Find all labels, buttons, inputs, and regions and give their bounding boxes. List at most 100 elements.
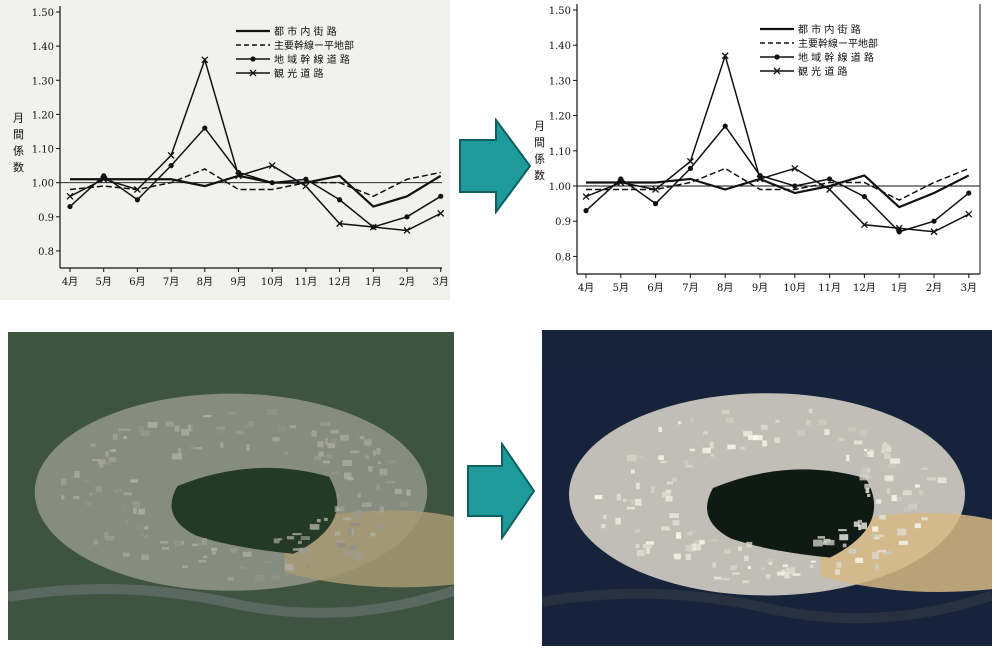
data-point-x <box>895 224 903 232</box>
data-point-x <box>860 221 868 229</box>
data-point-x <box>167 151 175 159</box>
data-point-dot <box>896 229 902 235</box>
building-block <box>74 471 80 478</box>
building-block <box>238 566 246 570</box>
building-block <box>361 502 372 508</box>
x-tick-label: 6月 <box>647 282 663 294</box>
building-block <box>689 448 696 452</box>
building-block <box>123 552 130 557</box>
building-block <box>626 454 637 462</box>
building-block <box>284 559 288 565</box>
y-tick-label: 1.50 <box>32 8 54 19</box>
data-point-dot <box>687 165 693 171</box>
x-tick-label: 9月 <box>752 282 768 294</box>
building-block <box>105 535 115 541</box>
building-block <box>806 419 811 425</box>
building-block <box>622 498 627 502</box>
data-point-x <box>133 186 141 193</box>
building-block <box>848 548 857 554</box>
building-block <box>381 503 390 507</box>
building-block <box>161 547 169 550</box>
building-block <box>318 451 324 457</box>
building-block <box>337 543 347 548</box>
building-block <box>766 558 774 563</box>
building-block <box>171 453 182 460</box>
building-block <box>813 539 823 547</box>
building-block <box>177 448 182 454</box>
building-block <box>689 530 697 534</box>
building-block <box>658 426 662 432</box>
building-block <box>818 419 827 425</box>
building-block <box>340 434 349 441</box>
building-block <box>742 580 749 584</box>
building-block <box>636 549 645 557</box>
building-block <box>776 571 785 576</box>
building-block <box>861 522 867 530</box>
data-point-dot <box>303 176 309 182</box>
building-block <box>875 563 879 570</box>
data-point-dot <box>861 193 867 200</box>
building-block <box>394 488 402 495</box>
y-tick-label: 1.10 <box>32 145 54 156</box>
building-block <box>192 446 203 450</box>
building-block <box>635 498 642 506</box>
building-block <box>876 499 882 504</box>
building-block <box>797 430 806 437</box>
x-tick-label: 8月 <box>197 276 213 288</box>
building-block <box>93 539 99 545</box>
series-line-2 <box>69 168 441 198</box>
building-block <box>104 531 109 539</box>
building-block <box>785 567 796 575</box>
building-block <box>724 548 731 554</box>
building-block <box>118 427 122 432</box>
data-point-dot <box>722 123 728 129</box>
data-point-x <box>686 157 694 165</box>
building-block <box>322 460 330 464</box>
building-block <box>218 429 226 435</box>
building-block <box>211 551 217 555</box>
building-block <box>299 547 309 555</box>
data-point-x <box>826 186 834 193</box>
data-point-dot <box>404 214 410 220</box>
building-block <box>685 545 693 552</box>
building-block <box>278 537 283 541</box>
building-block <box>285 563 293 571</box>
building-block <box>860 467 869 473</box>
building-block <box>130 479 139 483</box>
legend-label-1: 都 市 内 街 路 <box>274 25 337 38</box>
building-block <box>267 409 277 416</box>
building-block <box>89 492 93 496</box>
building-block <box>725 417 734 424</box>
building-block <box>126 487 133 491</box>
data-point-dot <box>168 163 174 169</box>
building-block <box>210 547 217 551</box>
x-tick-label: 7月 <box>163 276 179 288</box>
building-block <box>247 421 255 427</box>
building-block <box>809 564 814 569</box>
building-block <box>141 554 150 561</box>
building-block <box>683 460 689 465</box>
building-block <box>661 492 671 498</box>
building-block <box>921 467 928 470</box>
building-block <box>378 524 385 530</box>
building-block <box>747 565 751 570</box>
building-block <box>242 551 252 557</box>
x-tick-label: 11月 <box>818 282 841 294</box>
building-block <box>890 458 901 464</box>
y-tick-label: 0.8 <box>555 252 571 263</box>
building-block <box>768 562 773 565</box>
building-block <box>721 410 730 414</box>
data-point-dot <box>827 176 833 182</box>
central-hill <box>171 467 338 554</box>
building-block <box>272 437 280 442</box>
building-block <box>220 442 224 449</box>
building-block <box>857 519 862 524</box>
building-block <box>292 533 302 536</box>
building-block <box>355 440 361 443</box>
building-block <box>216 426 226 430</box>
river <box>541 588 994 624</box>
building-block <box>120 428 131 431</box>
building-block <box>309 524 320 530</box>
legend-label-4: 観 光 道 路 <box>798 65 848 78</box>
legend-marker-dot <box>774 54 780 60</box>
